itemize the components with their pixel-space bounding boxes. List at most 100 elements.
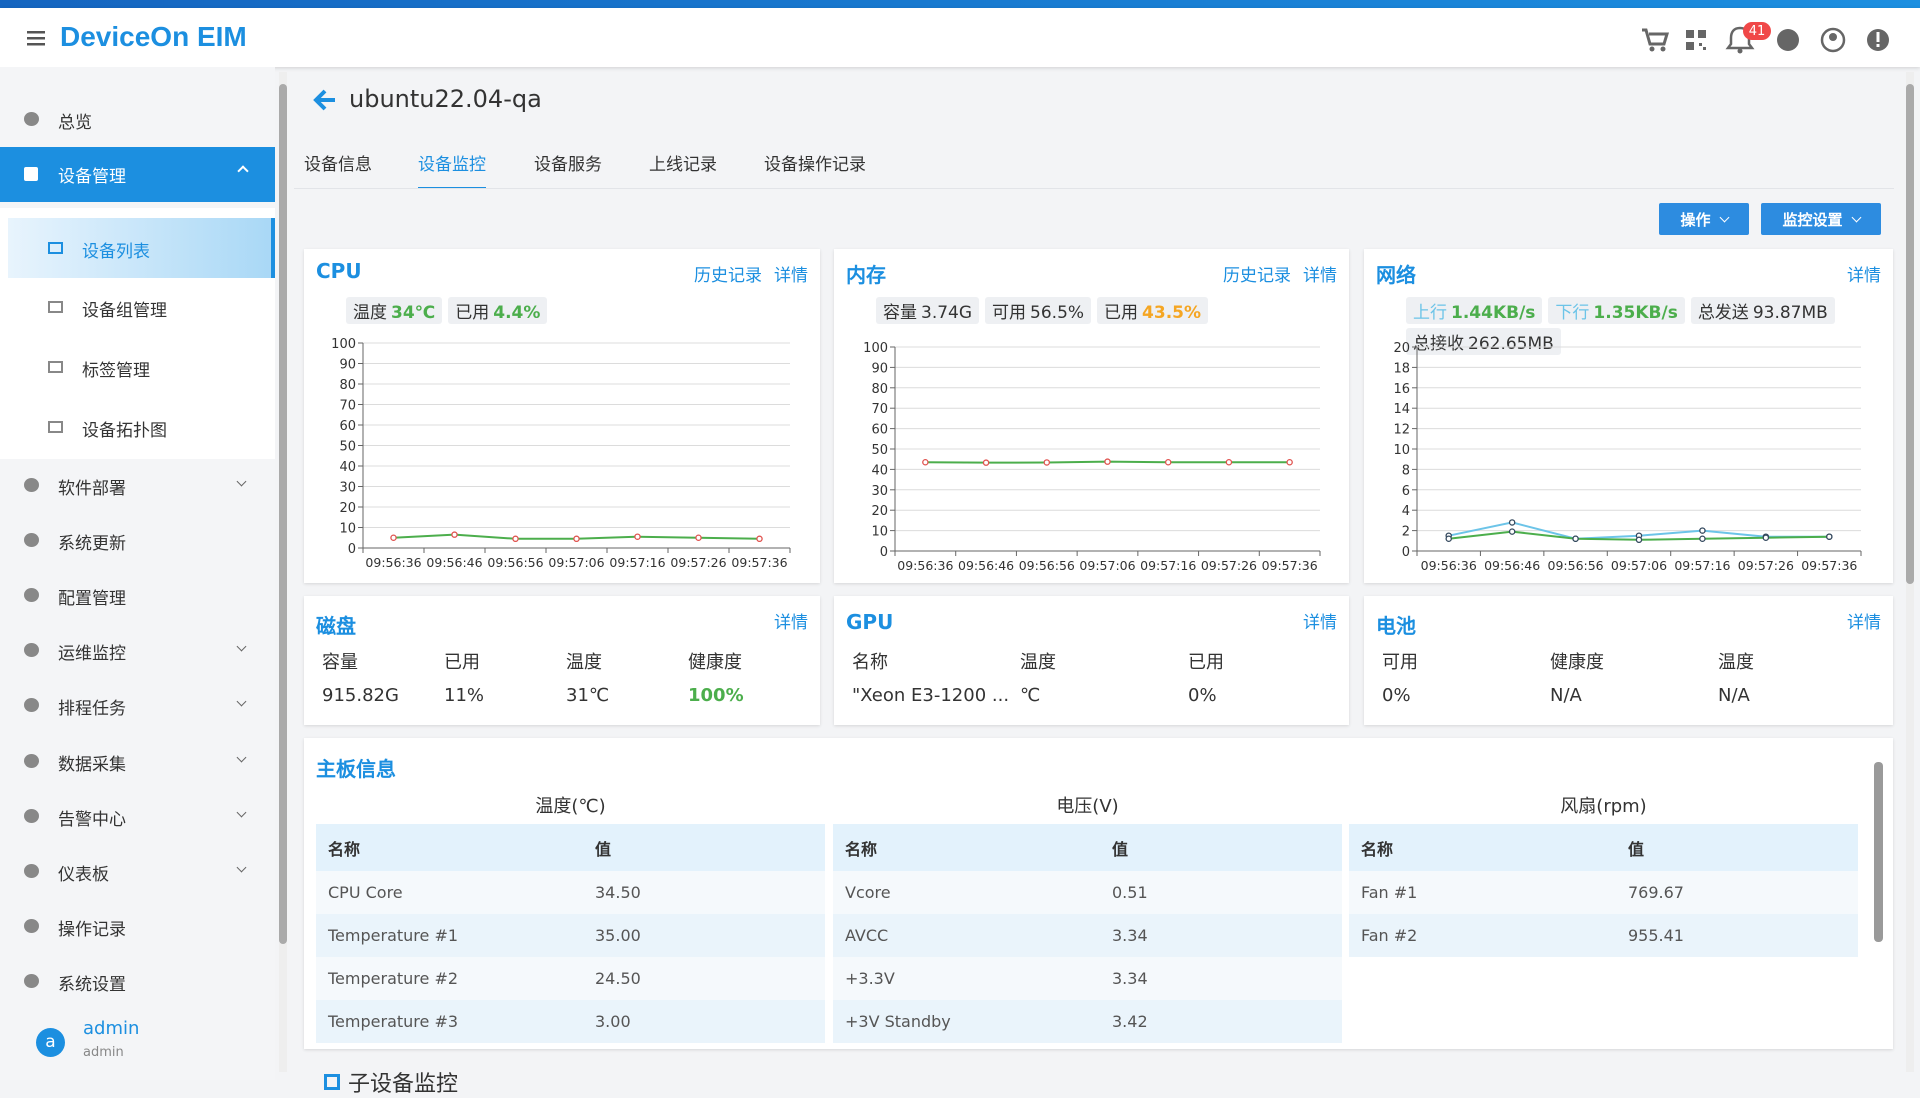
nav-caret [236, 696, 247, 707]
column-value: 31℃ [566, 685, 610, 706]
y-tick-label: 90 [339, 358, 356, 373]
x-tick-label: 09:57:26 [1738, 558, 1794, 573]
qr-icon[interactable] [1686, 30, 1706, 50]
user-icon[interactable] [1820, 27, 1846, 53]
nav-item[interactable]: 总览 [0, 92, 275, 146]
cart-icon[interactable] [1642, 28, 1670, 46]
nav-item[interactable]: 告警中心 [0, 789, 275, 843]
card-link[interactable]: 详情 [774, 613, 808, 633]
content: ubuntu22.04-qa 设备信息 设备监控 设备服务 上线记录 设备操作记录 操作 监控… [294, 67, 1904, 1097]
nav-item[interactable]: 软件部署 [0, 458, 275, 512]
tab-divider [294, 188, 1894, 189]
tab[interactable]: 设备信息 [304, 155, 372, 175]
table-cell: 34.50 [595, 883, 641, 902]
table-cell: 955.41 [1628, 926, 1684, 945]
card-link[interactable]: 详情 [1303, 266, 1337, 286]
tab-active[interactable]: 设备监控 [418, 150, 486, 189]
header-cell: 值 [1112, 839, 1129, 859]
y-tick-label: 70 [339, 399, 356, 414]
card-link[interactable]: 历史记录 [694, 266, 762, 286]
nav-label: 仪表板 [58, 864, 109, 885]
column-header: 温度 [1718, 652, 1754, 673]
menu-button[interactable] [27, 30, 47, 46]
table-row: AVCC 3.34 [833, 914, 1342, 957]
data-point [756, 535, 763, 543]
tab[interactable]: 设备服务 [534, 155, 602, 175]
x-tick-label: 09:57:16 [1140, 558, 1196, 573]
nav-icon [24, 643, 39, 658]
globe-icon[interactable] [1777, 29, 1799, 51]
page-scrollbar [1906, 72, 1914, 1072]
nav-label: 系统更新 [58, 534, 126, 555]
column-value: ℃ [1020, 685, 1041, 706]
nav-item[interactable]: 排程任务 [0, 678, 275, 732]
y-tick-label: 20 [871, 504, 888, 519]
card-link[interactable]: 历史记录 [1223, 266, 1291, 286]
card-links: 详情 [774, 608, 808, 633]
header-cell: 值 [1628, 839, 1645, 859]
submenu-item[interactable]: 设备拓扑图 [8, 397, 275, 457]
y-tick-label: 30 [339, 481, 356, 496]
table-cell: Temperature #3 [328, 1012, 459, 1031]
card-link[interactable]: 详情 [1847, 613, 1881, 633]
nav-item-active[interactable]: 设备管理 [0, 147, 275, 202]
tab[interactable]: 上线记录 [649, 155, 717, 175]
stat-label: 上行 [1413, 303, 1447, 323]
tab[interactable]: 设备操作记录 [764, 155, 866, 175]
y-tick-label: 100 [863, 341, 888, 356]
table-cell: Fan #2 [1361, 926, 1418, 945]
action-button[interactable]: 监控设置 [1761, 203, 1881, 235]
x-tick-label: 09:56:56 [487, 555, 543, 570]
y-tick-label: 20 [339, 501, 356, 516]
card-link[interactable]: 详情 [1303, 613, 1337, 633]
stat-pills: 上行 1.44KB/s 下行 1.35KB/s 总发送 93.87MB 总接收 262.65M… [1406, 297, 1836, 355]
y-tick-label: 10 [339, 522, 356, 537]
column-header: 已用 [1188, 652, 1224, 673]
x-tick-label: 09:57:36 [1801, 558, 1857, 573]
y-tick-label: 50 [339, 440, 356, 455]
nav-label: 排程任务 [58, 699, 126, 720]
nav-icon [24, 588, 39, 603]
nav-item[interactable]: 仪表板 [0, 844, 275, 898]
nav-item[interactable]: 系统设置 [0, 954, 275, 1008]
nav-label: 数据采集 [58, 754, 126, 775]
submenu-item[interactable]: 标签管理 [8, 337, 275, 397]
submenu-item-active[interactable]: 设备列表 [8, 218, 275, 278]
nav-label: 设备管理 [58, 167, 126, 187]
card-links: 详情 [1847, 261, 1881, 286]
back-arrow[interactable] [313, 88, 337, 112]
nav-item[interactable]: 运维监控 [0, 623, 275, 677]
stat-value: 3.74G [921, 303, 973, 323]
nav-icon [24, 112, 39, 126]
data-point [1699, 535, 1706, 543]
user[interactable]: a admin admin [0, 1015, 275, 1075]
data-point [573, 535, 580, 543]
nav-item[interactable]: 系统更新 [0, 513, 275, 567]
y-tick-label: 80 [871, 382, 888, 397]
data-point [390, 534, 397, 541]
data-table: 名称 值 Fan #1 769.67 Fan #2 955.41 [1349, 824, 1858, 957]
x-tick-label: 09:56:56 [1548, 558, 1604, 573]
x-tick-label: 09:56:46 [958, 558, 1014, 573]
disk-card: 磁盘 详情 容量 915.82G 已用 11% 温度 31℃ 健康度 100% [304, 596, 820, 725]
x-tick-label: 09:56:46 [1484, 558, 1540, 573]
nav-icon [24, 698, 39, 713]
nav-icon [24, 478, 39, 492]
cpu-card: CPU 历史记录 详情 温度 34℃ 已用 4.4% 0 10 20 30 40 50 60 70 80 90 1… [304, 249, 820, 583]
table-cell: Temperature #1 [328, 926, 459, 945]
header-cell: 名称 [845, 839, 878, 859]
table-cell: Vcore [845, 883, 891, 902]
nav-item[interactable]: 数据采集 [0, 734, 275, 788]
card-link[interactable]: 详情 [1847, 266, 1881, 286]
top-strip [0, 0, 1920, 8]
header-cell: 名称 [328, 839, 361, 859]
card-link[interactable]: 详情 [774, 266, 808, 286]
nav-label: 运维监控 [58, 644, 126, 665]
nav-item[interactable]: 操作记录 [0, 899, 275, 953]
action-button[interactable]: 操作 [1659, 203, 1749, 235]
nav-item[interactable]: 配置管理 [0, 568, 275, 622]
y-tick-label: 6 [1402, 484, 1410, 499]
x-tick-label: 09:57:36 [1262, 558, 1318, 573]
y-tick-label: 30 [871, 484, 888, 499]
submenu-item[interactable]: 设备组管理 [8, 277, 275, 337]
